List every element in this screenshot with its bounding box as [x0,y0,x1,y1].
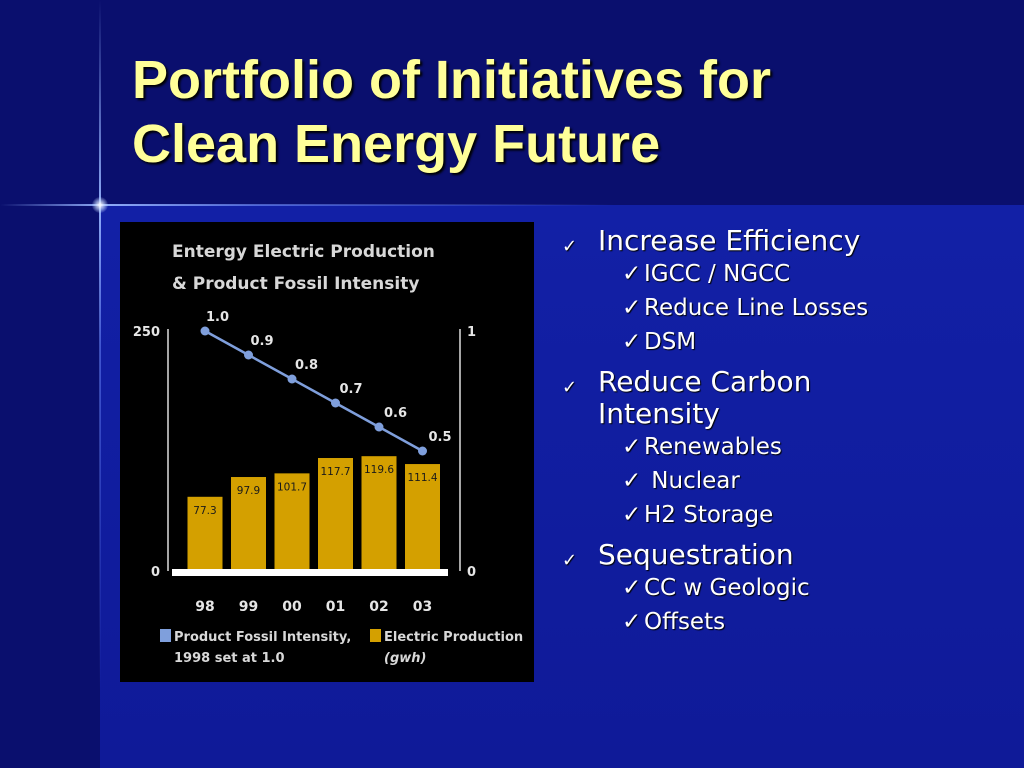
chart-baseline [172,569,448,576]
line-data-label: 0.6 [384,406,407,421]
checkmark-icon: ✓ [622,434,642,460]
x-axis-tick-label: 98 [195,599,214,615]
legend-label-line: Product Fossil Intensity, [174,630,351,645]
bar-data-label: 117.7 [320,466,350,478]
bullet-label: Increase Efficiency [598,224,861,257]
chart-panel: Entergy Electric Production & Product Fos… [120,222,534,682]
bar-electric-production [361,456,397,571]
fossil-intensity-point [418,446,427,456]
sub-bullet-h2-storage: ✓ H2 Storage [560,498,1010,532]
checkmark-icon: ✓ [562,377,578,398]
slide-title: Portfolio of Initiatives for Clean Energ… [132,48,992,176]
legend-swatch-fossil-intensity [160,629,171,642]
left-axis-tick-label: 0 [151,565,160,580]
bar-data-label: 119.6 [364,464,394,476]
bar-data-label: 101.7 [277,481,307,493]
chart-title-line: Entergy Electric Production [172,242,435,262]
bar-data-label: 77.3 [193,505,216,517]
bullet-label-line-1: Reduce Carbon [598,365,812,398]
line-data-label: 0.8 [295,358,318,373]
line-data-label: 1.0 [206,310,229,325]
checkmark-icon: ✓ [562,550,578,571]
sub-bullet-label: DSM [644,329,697,355]
header-background [0,0,1024,205]
fossil-intensity-point [244,350,253,360]
sub-bullet-renewables: ✓ Renewables [560,430,1010,464]
fossil-intensity-point [200,326,210,336]
fossil-intensity-line [204,329,424,453]
bullet-reduce-carbon-intensity: ✓ Reduce Carbon Intensity [560,366,1010,430]
legend-label-line: (gwh) [384,651,426,666]
sub-bullet-offsets: ✓ Offsets [560,605,1010,639]
checkmark-icon: ✓ [622,295,642,321]
bar-data-label: 111.4 [407,472,437,484]
x-axis-tick-label: 03 [413,599,432,615]
bar-electric-production [187,496,223,571]
sub-bullet-label: Nuclear [644,468,740,494]
slide-title-line-1: Portfolio of Initiatives for [132,50,772,110]
checkmark-icon: ✓ [622,468,642,494]
x-axis-tick-label: 02 [369,599,388,615]
checkmark-icon: ✓ [562,236,578,257]
checkmark-icon: ✓ [622,329,642,355]
bar-electric-production [274,473,310,571]
slide-title-line-2: Clean Energy Future [132,114,661,174]
sub-bullet-nuclear: ✓ Nuclear [560,464,1010,498]
horizontal-accent-line [0,204,1024,206]
checkmark-icon: ✓ [622,261,642,287]
line-data-label: 0.9 [251,334,274,349]
sub-bullet-igcc-ngcc: ✓ IGCC / NGCC [560,257,1010,291]
bullet-sequestration: ✓ Sequestration [560,538,1010,572]
line-data-label: 0.5 [429,430,452,445]
x-axis-tick-label: 00 [282,599,302,615]
left-band-background [0,205,100,768]
vertical-accent-line [99,0,101,768]
legend-swatch-electric-production [370,629,381,642]
bar-electric-production [318,458,353,571]
bullet-label: Sequestration [598,538,794,571]
fossil-intensity-point [374,422,384,432]
x-axis-tick-label: 99 [239,599,258,615]
bar-electric-production [405,464,440,571]
sub-bullet-label: Reduce Line Losses [644,295,869,321]
line-data-label: 0.7 [340,382,363,397]
fossil-intensity-point [331,398,340,408]
right-axis-tick-label: 0 [467,565,476,580]
checkmark-icon: ✓ [622,609,642,635]
bullet-increase-efficiency: ✓ Increase Efficiency [560,224,1010,258]
x-axis-tick-label: 01 [326,599,345,615]
sub-bullet-reduce-line-losses: ✓ Reduce Line Losses [560,291,1010,325]
checkmark-icon: ✓ [622,575,642,601]
sub-bullet-label: Renewables [644,434,782,460]
chart-title-line: & Product Fossil Intensity [172,274,419,294]
fossil-intensity-point [287,374,297,384]
legend-label-line: 1998 set at 1.0 [174,651,285,666]
sub-bullet-label: H2 Storage [644,502,774,528]
bar-electric-production [231,477,266,571]
bullet-label-line-2: Intensity [598,397,720,430]
sparkle-icon [92,197,108,213]
sub-bullet-dsm: ✓ DSM [560,325,1010,359]
sub-bullet-label: CC w Geologic [644,575,810,601]
checkmark-icon: ✓ [622,502,642,528]
left-axis-tick-label: 250 [133,325,160,340]
sub-bullet-cc-w-geologic: ✓ CC w Geologic [560,571,1010,605]
legend-label-line: Electric Production [384,630,523,645]
combo-chart: Entergy Electric Production & Product Fos… [133,242,523,666]
bar-data-label: 97.9 [237,485,260,497]
sub-bullet-label: Offsets [644,609,726,635]
sub-bullet-label: IGCC / NGCC [644,261,791,287]
right-axis-tick-label: 1 [467,325,476,340]
bullet-list: ✓ Increase Efficiency ✓ IGCC / NGCC ✓ Re… [560,222,1010,639]
